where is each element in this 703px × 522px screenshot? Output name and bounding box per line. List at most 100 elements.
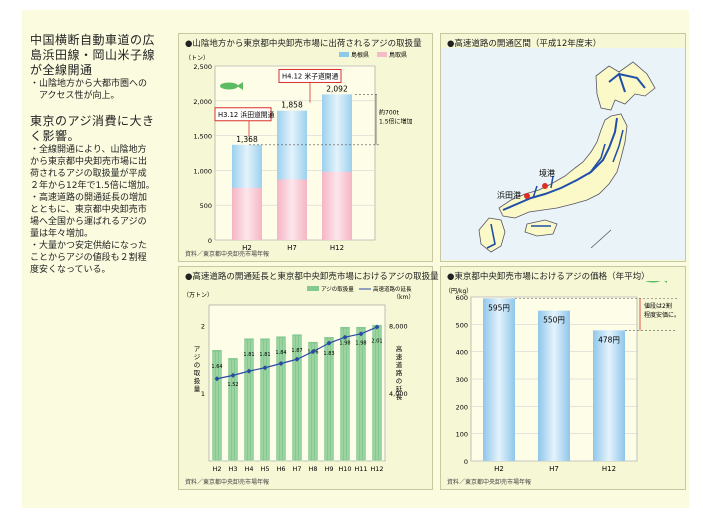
bar-pink-H12 bbox=[322, 171, 352, 240]
bar-pink-H7 bbox=[277, 179, 307, 240]
line-point-H9 bbox=[326, 340, 332, 346]
fish-icon-tail bbox=[664, 281, 667, 283]
x-tick-label: H10 bbox=[338, 465, 351, 473]
y-label-right-char: 高 bbox=[396, 344, 403, 353]
y-tick-left: 1 bbox=[201, 390, 205, 398]
bar-H12 bbox=[593, 330, 625, 461]
legend-label: 鳥取県 bbox=[389, 51, 407, 59]
x-tick-label: H5 bbox=[260, 465, 269, 473]
y-tick-label: 2,000 bbox=[193, 98, 212, 106]
value-label: 1.98 bbox=[339, 341, 350, 347]
x-tick-label: H12 bbox=[370, 465, 383, 473]
bullet1-line-0: ・山陰地方から大都市圏への bbox=[30, 79, 148, 89]
y-label-right-char: 長 bbox=[396, 393, 403, 401]
value-label: 550円 bbox=[543, 316, 565, 325]
panel-price-chart: ●東京都中央卸売市場におけるアジの価格（年平均） （円/kg） 0 100 200 30… bbox=[440, 266, 686, 490]
value-label: 1.84 bbox=[275, 350, 286, 356]
bullets-access: ・山陰地方から大都市圏への アクセス性が向上。 bbox=[30, 78, 168, 102]
x-tick-label: H7 bbox=[287, 244, 297, 252]
line-point-H12 bbox=[374, 324, 380, 330]
line-point-H10 bbox=[342, 334, 348, 340]
x-tick-label: H9 bbox=[324, 465, 333, 473]
heading1-line-0: 中国横断自動車道の広 bbox=[30, 33, 156, 47]
x-tick-label: H2 bbox=[494, 465, 504, 473]
hamada-port-label: 浜田港 bbox=[497, 190, 521, 200]
annotation-cheaper: 程度安価に。 bbox=[644, 311, 680, 319]
line-point-H5 bbox=[262, 365, 268, 371]
y-label-right-char: の bbox=[396, 377, 403, 385]
heading1-line-2: が全線開通 bbox=[30, 63, 93, 77]
y-tick-label: 600 bbox=[456, 294, 468, 302]
fish-icon bbox=[645, 281, 661, 283]
x-tick-label: H4 bbox=[244, 465, 253, 473]
value-label: 1.64 bbox=[211, 364, 222, 370]
value-label: 1.87 bbox=[291, 348, 302, 354]
bullet2-line-6: 場へ全国から運ばれるアジの bbox=[30, 217, 147, 227]
x-tick-label: H2 bbox=[212, 465, 221, 473]
bullet2-line-4: ・高速道路の開通延長の増加 bbox=[30, 193, 148, 203]
x-tick-label: H11 bbox=[354, 465, 367, 473]
line-point-H7 bbox=[294, 356, 300, 362]
y-tick-right: 8,000 bbox=[389, 322, 408, 330]
y-label-left-char: の bbox=[194, 361, 201, 369]
value-label: 1,858 bbox=[281, 101, 303, 110]
y-tick-label: 1,500 bbox=[193, 133, 212, 141]
x-tick-label: H7 bbox=[292, 465, 301, 473]
y-tick-label: 2,500 bbox=[193, 63, 212, 71]
y-label-left-char: ア bbox=[194, 345, 201, 353]
y-tick-label: 500 bbox=[456, 321, 468, 329]
x-tick-label: H7 bbox=[549, 465, 559, 473]
y-label-left-char: 扱 bbox=[194, 376, 201, 385]
y-tick-label: 0 bbox=[464, 458, 468, 466]
bullet2-line-5: とともに、東京都中央卸売市 bbox=[30, 205, 147, 215]
bullet2-line-2: 荷されるアジの取扱量が平成 bbox=[30, 169, 147, 179]
value-label: 1.52 bbox=[227, 382, 238, 388]
bullet2-line-7: 量は年々増加。 bbox=[30, 229, 94, 239]
bar-H7 bbox=[538, 310, 570, 461]
bar-H2 bbox=[483, 298, 515, 461]
heading2-line-1: く影響。 bbox=[30, 129, 81, 143]
x-tick-label: H12 bbox=[330, 244, 344, 252]
y-label-left-char: 取 bbox=[194, 369, 201, 377]
y-label-right-char: 延 bbox=[396, 384, 403, 393]
shipment-bar-chart: 0 500 1,000 1,500 2,000 2,500（トン） 1,368 H2 1,858… bbox=[185, 51, 413, 252]
legend-swatch-green bbox=[307, 286, 319, 291]
y-tick-label: 100 bbox=[456, 431, 468, 439]
panel4-source: 資料／東京都中央卸売市場年報 bbox=[447, 479, 532, 486]
legend-label: 高速道路の延長 bbox=[373, 285, 412, 293]
legend-swatch-blue bbox=[339, 52, 349, 57]
value-label: 1.81 bbox=[243, 352, 254, 358]
legend-label: アジの取扱量 bbox=[321, 285, 354, 293]
legend-label: 島根県 bbox=[351, 51, 369, 59]
y-tick-label: 200 bbox=[456, 403, 468, 411]
line-point-H6 bbox=[278, 361, 284, 366]
value-label: 2.01 bbox=[371, 339, 382, 345]
bullets-aji: ・全線開通により、山陰地方 から東京都中央卸売市場に出 荷されるアジの取扱量が平成 ２… bbox=[30, 144, 168, 276]
y-unit-left: （万トン） bbox=[183, 292, 213, 299]
bullet1-line-1: アクセス性が向上。 bbox=[30, 91, 120, 101]
y-label-right-char: 道 bbox=[396, 360, 403, 369]
bullet2-line-0: ・全線開通により、山陰地方 bbox=[30, 145, 147, 155]
panel-expressway-map: ●高速道路の開通区間（平成12年度末） 浜田港 境港 bbox=[440, 33, 686, 262]
value-label: 1,368 bbox=[236, 135, 258, 144]
fish-icon-tail bbox=[237, 82, 243, 90]
annotation-20pct: 値段は2割 bbox=[644, 302, 672, 310]
annotation-1.5x: 1.5倍に増加 bbox=[379, 118, 413, 126]
legend-swatch-pink bbox=[377, 52, 387, 57]
annotation-box bbox=[214, 107, 272, 122]
y-unit: （円/kg） bbox=[445, 288, 472, 295]
y-label-left-char: ジ bbox=[194, 353, 201, 361]
panel2-title: ●高速道路の開通区間（平成12年度末） bbox=[447, 39, 602, 49]
line-point-H2 bbox=[214, 376, 220, 382]
value-label: 2,092 bbox=[326, 84, 348, 93]
heading1-line-1: 島浜田線・岡山米子線 bbox=[30, 48, 156, 62]
panel1-title: ●山陰地方から東京都中央卸売市場に出荷されるアジの取扱量 bbox=[185, 39, 422, 49]
bullet2-line-10: 度安くなっている。 bbox=[30, 265, 111, 275]
value-label: 478円 bbox=[598, 335, 620, 344]
bullet2-line-9: ことからアジの値段も２割程 bbox=[30, 253, 147, 263]
value-label: 1.81 bbox=[259, 352, 270, 358]
y-tick-right: 4,000 bbox=[389, 390, 408, 398]
y-label-left-char: 量 bbox=[194, 385, 201, 393]
y-tick-left: 2 bbox=[201, 322, 205, 330]
heading-aji-consumption: 東京のアジ消費に大き く影響。 bbox=[30, 114, 168, 144]
